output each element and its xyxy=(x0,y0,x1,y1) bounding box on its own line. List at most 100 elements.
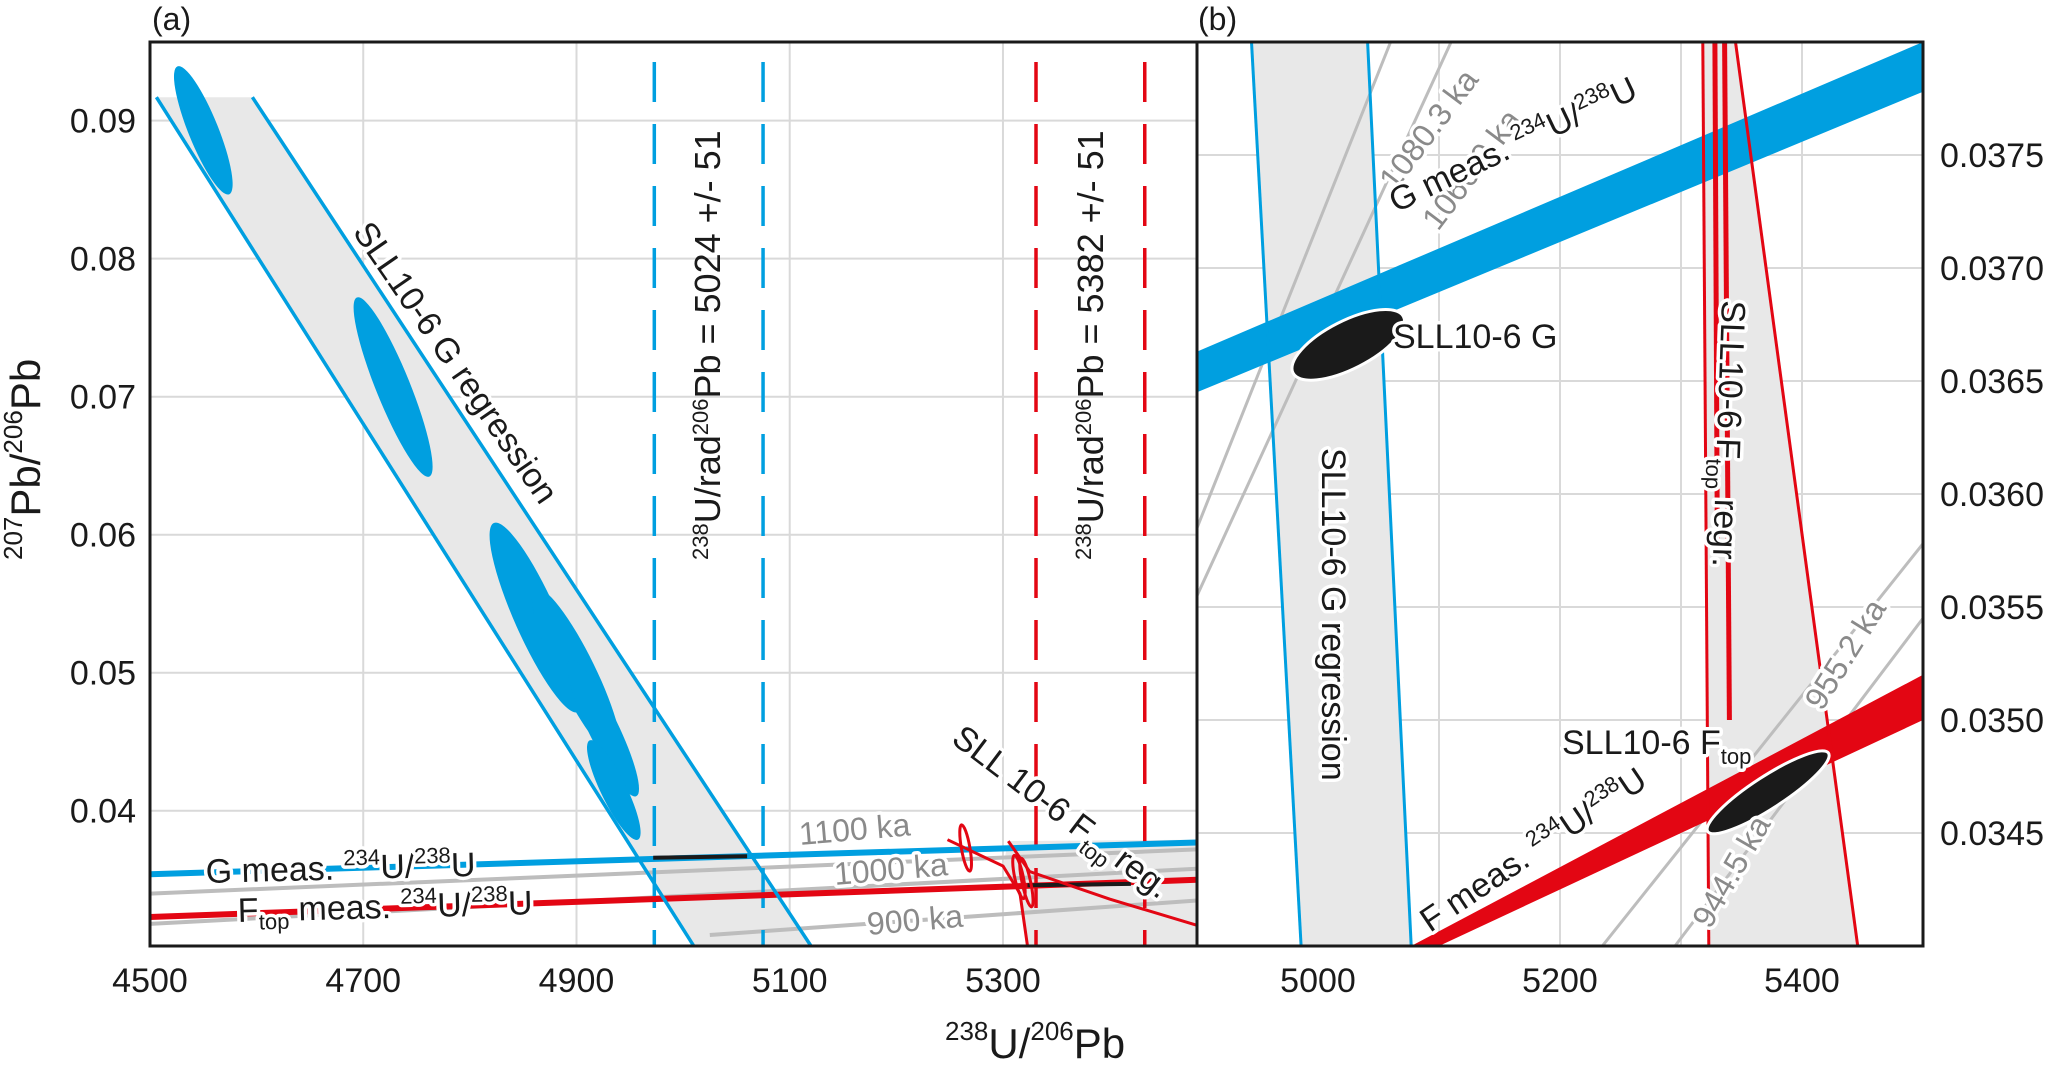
y-tick-label: 0.0375 xyxy=(1940,137,2044,175)
y-tick-label: 0.08 xyxy=(70,241,136,279)
g-meas-band-label-u2: U xyxy=(1605,70,1644,115)
isochron-line xyxy=(1601,542,1923,946)
f-meas-label-sub: top xyxy=(258,909,289,935)
x-axis-label: 238U/206Pb xyxy=(945,1016,1125,1067)
isochron-label-1100: 1100 ka xyxy=(797,806,911,852)
y-tick-label: 0.0370 xyxy=(1940,250,2044,288)
f-regression-line xyxy=(1734,42,1860,946)
g-mean-ellipse xyxy=(1290,307,1407,382)
y-axis-label: 207Pb/206Pb xyxy=(0,359,49,560)
panel-b-meas-bands xyxy=(1197,42,1923,946)
g-meas-label-u1: U/ xyxy=(380,848,416,887)
panel-a-bands xyxy=(156,97,1197,946)
x-tick-label: 5000 xyxy=(1280,962,1356,1000)
g-meas-label-sup1: 234 xyxy=(343,844,380,870)
f-regression-band-label: SLL10-6 Ftop regr. xyxy=(1698,299,1752,567)
g-meas-label: G meas. 234U/238U xyxy=(205,842,476,891)
y-tick-label: 0.07 xyxy=(70,379,136,417)
g-regression-line-right xyxy=(1366,42,1413,946)
y-tick-label: 0.05 xyxy=(70,655,136,693)
panel-b-points xyxy=(1290,307,1831,836)
y-tick-label: 0.0355 xyxy=(1940,589,2044,627)
g-regression-line-left xyxy=(154,96,696,946)
x-tick-label: 4700 xyxy=(325,962,401,1000)
f-data-ellipse xyxy=(1018,856,1035,909)
g-age-label: 238U/rad206Pb = 5024 +/- 51 xyxy=(687,130,728,560)
g-data-ellipse xyxy=(353,297,433,477)
g-meas-label-main: G meas. xyxy=(205,849,344,891)
panel-a-label: (a) xyxy=(152,1,191,37)
g-meas-band xyxy=(1197,42,1923,393)
x-tick-label: 5300 xyxy=(965,962,1041,1000)
y-tick-label: 0.0350 xyxy=(1940,702,2044,740)
f-age-label-sup1: 238 xyxy=(1071,523,1096,560)
f-point-label-main: SLL10-6 F xyxy=(1562,724,1721,762)
isochron-line xyxy=(709,898,1197,937)
isochron-line xyxy=(150,847,1197,896)
f-meas-band-label-u2: U xyxy=(1612,760,1654,805)
g-regression-line-right xyxy=(250,96,813,946)
f-meas-label-main: F xyxy=(237,891,259,930)
g-regression-band xyxy=(1251,42,1412,946)
f-data-ellipse xyxy=(1011,853,1027,901)
f-regression-line xyxy=(1007,840,1197,927)
f-meas-band xyxy=(1411,674,1923,946)
panel-a-ellipses xyxy=(173,66,1035,909)
f-regression-label-main: SLL 10-6 F xyxy=(945,718,1101,849)
f-regression-band xyxy=(1003,839,1197,946)
x-tick-label: 5100 xyxy=(752,962,828,1000)
y-tick-label: 0.04 xyxy=(70,793,136,831)
g-data-ellipse xyxy=(586,740,641,840)
f-regression-band xyxy=(1702,42,1858,946)
x-axis-label-main2: Pb xyxy=(1074,1020,1125,1067)
panel-b-bands xyxy=(1251,42,1858,946)
x-tick-label: 4500 xyxy=(112,962,188,1000)
f-age-label-text2: Pb = 5382 +/- 51 xyxy=(1070,130,1111,398)
f-data-ellipse xyxy=(958,823,973,873)
x-axis-label-sup1: 238 xyxy=(945,1016,988,1046)
x-tick-label: 5400 xyxy=(1764,962,1840,1000)
y-tick-label: 0.0360 xyxy=(1940,476,2044,514)
f-regression-line xyxy=(1722,42,1732,721)
f-point-label: SLL10-6 Ftop xyxy=(1562,724,1751,769)
f-regression-line xyxy=(1712,42,1720,540)
g-point-label: SLL10-6 G xyxy=(1393,318,1557,356)
x-tick-label: 5200 xyxy=(1522,962,1598,1000)
f-regression-line xyxy=(1701,42,1711,946)
isochron-label-900: 900 ka xyxy=(865,898,964,942)
g-meas-label-u2: U xyxy=(451,846,477,885)
y-axis-label-sup2: 206 xyxy=(0,410,28,453)
panel-b-regression-lines xyxy=(1250,42,1860,946)
f-age-label-text1: U/rad xyxy=(1070,435,1111,523)
panel-b-frame xyxy=(1195,40,1925,948)
f-meas-label-sup1: 234 xyxy=(400,883,437,909)
panel-b-ticks: 5000 5200 5400 0.0345 0.0350 0.0355 0.0360 0.03… xyxy=(1280,137,2044,1000)
g-age-label-sup2: 206 xyxy=(688,399,713,436)
f-meas-label-sup2: 238 xyxy=(471,881,508,907)
g-regression-line-left xyxy=(1250,42,1303,946)
isochron-line xyxy=(1197,42,1392,529)
f-age-label: 238U/rad206Pb = 5382 +/- 51 xyxy=(1070,130,1111,560)
g-data-ellipse xyxy=(173,66,233,195)
panel-a-regression-lines xyxy=(154,96,1197,946)
panel-b-label: (b) xyxy=(1198,1,1237,37)
x-axis-label-sup2: 206 xyxy=(1030,1016,1073,1046)
f-regression-band-label-end: regr. xyxy=(1705,489,1746,568)
x-tick-label: 4900 xyxy=(539,962,615,1000)
panel-b: 5000 5200 5400 0.0345 0.0350 0.0355 0.0360 0.03… xyxy=(1195,1,2044,1000)
g-regression-band xyxy=(156,97,811,946)
f-mean-ellipse xyxy=(1705,749,1831,836)
f-meas-label-u1: U/ xyxy=(437,886,473,925)
y-axis-label-main1: Pb/ xyxy=(2,453,49,516)
f-regression-band-label-sub: top xyxy=(1700,458,1726,489)
g-meas-label-sup2: 238 xyxy=(414,843,451,869)
y-tick-label: 0.0365 xyxy=(1940,363,2044,401)
panel-a-dashed-lines xyxy=(652,62,1147,946)
f-age-label-sup2: 206 xyxy=(1071,399,1096,436)
y-axis-label-sup1: 207 xyxy=(0,517,28,560)
g-age-label-text2: Pb = 5024 +/- 51 xyxy=(687,130,728,398)
f-meas-label-u2: U xyxy=(507,884,533,923)
x-axis-label-main1: U/ xyxy=(988,1020,1030,1067)
g-regression-band-label: SLL10-6 G regression xyxy=(1314,448,1352,781)
